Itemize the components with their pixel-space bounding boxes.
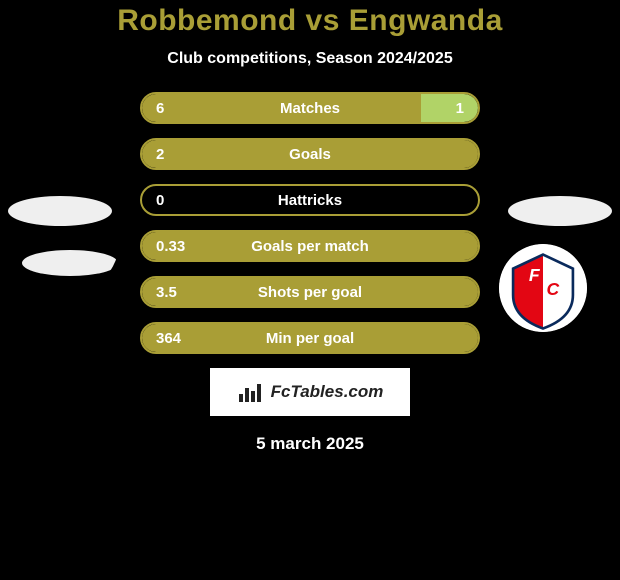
club-badge: F C <box>499 244 587 332</box>
svg-text:F: F <box>529 265 541 285</box>
player-left-avatar <box>0 178 120 298</box>
stat-label: Matches <box>142 100 478 117</box>
stat-label: Goals <box>142 146 478 163</box>
bars-icon <box>237 380 265 404</box>
stat-row: 3.5Shots per goal <box>140 276 480 308</box>
avatar-shape-1 <box>508 196 612 226</box>
avatar-shape-2 <box>22 250 118 276</box>
source-badge[interactable]: FcTables.com <box>210 368 410 416</box>
stat-row: 61Matches <box>140 92 480 124</box>
stat-row: 0.33Goals per match <box>140 230 480 262</box>
stat-row: 2Goals <box>140 138 480 170</box>
stat-label: Goals per match <box>142 238 478 255</box>
page-title: Robbemond vs Engwanda <box>0 0 620 38</box>
svg-text:C: C <box>547 279 560 299</box>
avatar-shape-1 <box>8 196 112 226</box>
stat-label: Min per goal <box>142 330 478 347</box>
stat-label: Hattricks <box>142 192 478 209</box>
source-label: FcTables.com <box>271 382 384 402</box>
stats-block: 61Matches 2Goals 0Hattricks 0.33Goals per m… <box>140 68 480 354</box>
page-subtitle: Club competitions, Season 2024/2025 <box>0 50 620 68</box>
club-badge-icon: F C <box>499 244 587 332</box>
date-label: 5 march 2025 <box>0 434 620 454</box>
stat-row: 364Min per goal <box>140 322 480 354</box>
stat-row: 0Hattricks <box>140 184 480 216</box>
stat-label: Shots per goal <box>142 284 478 301</box>
content-area: F C 61Matches 2Goals 0Hattricks 0.33Goals p… <box>0 68 620 454</box>
